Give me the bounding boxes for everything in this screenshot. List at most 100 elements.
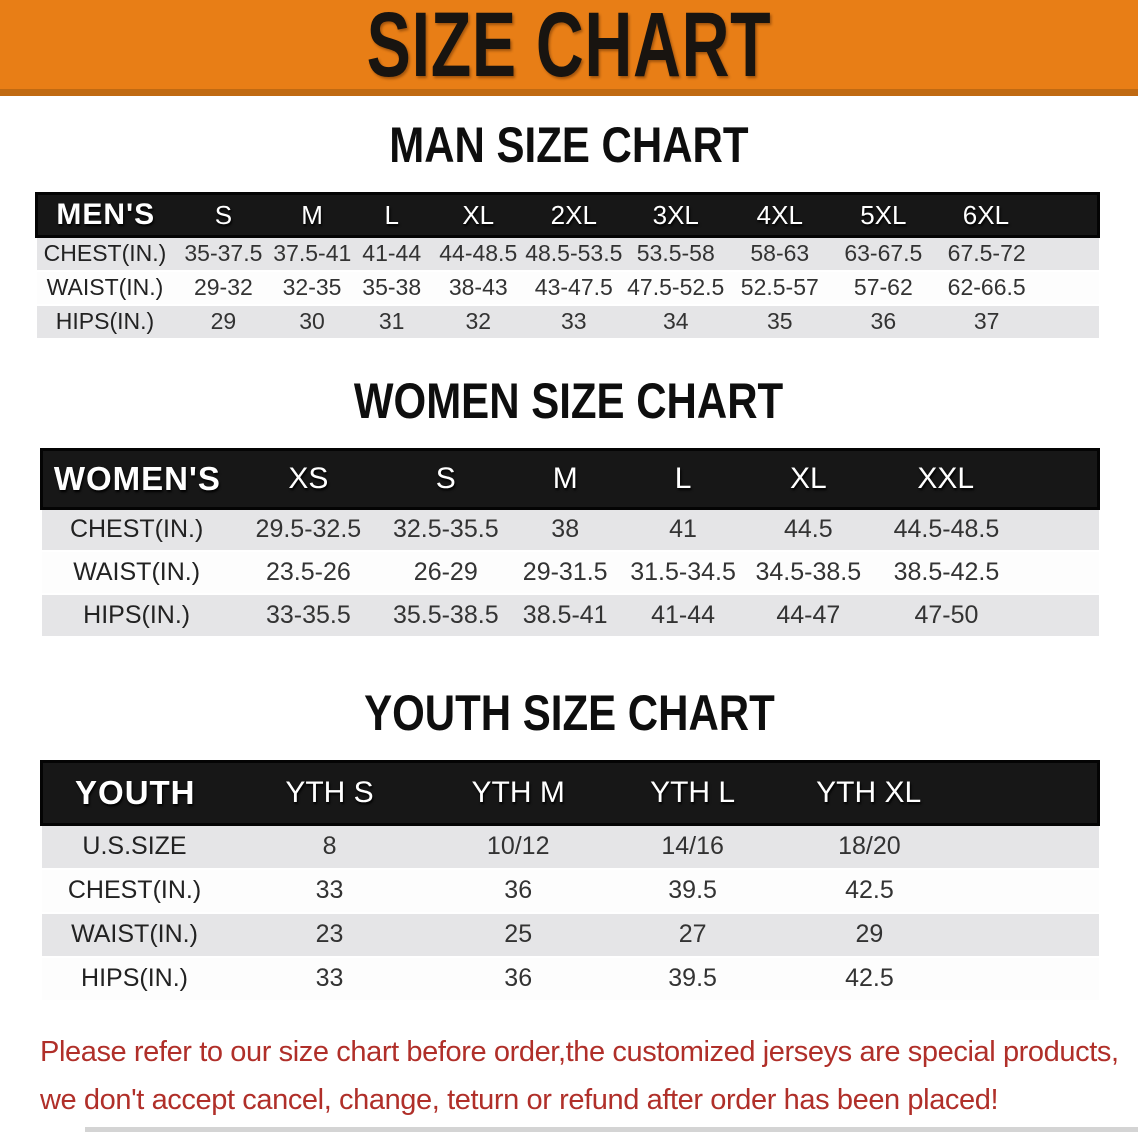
measurement-value: 8 (227, 824, 432, 870)
men-section-title: MAN SIZE CHART (0, 120, 1138, 170)
size-column-header: 3XL (623, 192, 728, 238)
measurement-value: 35 (727, 304, 832, 340)
measurement-value: 29-31.5 (506, 551, 624, 595)
measurement-value: 29 (173, 304, 274, 340)
measurement-value: 33 (227, 956, 432, 1002)
measurement-value: 38 (506, 508, 624, 552)
size-column-header: M (273, 192, 351, 238)
size-column-header: YTH S (227, 760, 432, 826)
measurement-value: 67.5-72 (934, 236, 1099, 272)
table-group-label: MEN'S (35, 192, 174, 238)
measurement-value: 29.5-32.5 (231, 508, 385, 552)
measurement-value: 36 (431, 868, 605, 914)
table-row: HIPS(IN.) 29 30 31 32 33 34 35 36 37 (36, 304, 1099, 340)
men-section-title-text: MAN SIZE CHART (389, 117, 749, 173)
size-column-header: XS (231, 447, 385, 510)
table-row: CHEST(IN.) 33 36 39.5 42.5 (41, 868, 1099, 914)
measurement-value: 35-38 (350, 270, 433, 306)
measurement-value: 41-44 (350, 236, 433, 272)
measurement-value: 39.5 (604, 868, 781, 914)
table-header-row: MEN'S S M L XL 2XL 3XL 4XL 5XL 6XL (35, 192, 1100, 238)
measurement-value: 57-62 (831, 270, 935, 306)
measurement-value: 43-47.5 (523, 270, 624, 306)
measurement-value: 31 (350, 304, 433, 340)
size-column-header: L (623, 447, 743, 510)
size-column-header: S (173, 192, 274, 238)
measurement-value: 42.5 (780, 868, 1099, 914)
measurement-value: 47.5-52.5 (623, 270, 728, 306)
size-column-header: 5XL (831, 192, 935, 238)
size-column-header: S (385, 447, 507, 510)
table-row: CHEST(IN.) 29.5-32.5 32.5-35.5 38 41 44.5 44.5… (41, 508, 1099, 552)
measurement-value: 38.5-41 (506, 594, 624, 638)
youth-section-title-text: YOUTH SIZE CHART (363, 685, 775, 741)
measurement-value: 10/12 (431, 824, 605, 870)
size-column-header: XL (432, 192, 524, 238)
measurement-label: HIPS(IN.) (41, 956, 228, 1002)
disclaimer-line-2: we don't accept cancel, change, teturn o… (40, 1083, 999, 1116)
measurement-value: 34 (623, 304, 728, 340)
measurement-label: CHEST(IN.) (41, 508, 232, 552)
table-row: HIPS(IN.) 33-35.5 35.5-38.5 38.5-41 41-44 44-… (41, 594, 1099, 638)
measurement-value: 31.5-34.5 (623, 551, 743, 595)
measurement-value: 47-50 (874, 594, 1099, 638)
measurement-value: 23.5-26 (231, 551, 385, 595)
youth-size-table: YOUTH YTH S YTH M YTH L YTH XL U.S.SIZE 8 10/12… (39, 760, 1101, 1002)
measurement-value: 41-44 (623, 594, 743, 638)
table-row: WAIST(IN.) 29-32 32-35 35-38 38-43 43-47.5 47.… (36, 270, 1099, 306)
measurement-value: 37 (934, 304, 1099, 340)
measurement-value: 58-63 (727, 236, 832, 272)
measurement-value: 44.5 (742, 508, 875, 552)
women-section-title: WOMEN SIZE CHART (0, 376, 1138, 426)
measurement-label: CHEST(IN.) (36, 236, 174, 272)
measurement-label: HIPS(IN.) (36, 304, 174, 340)
table-group-label: YOUTH (39, 760, 228, 826)
disclaimer: Please refer to our size chart before or… (0, 1028, 1138, 1124)
table-header-row: WOMEN'S XS S M L XL XXL (39, 447, 1101, 510)
measurement-value: 33 (227, 868, 432, 914)
measurement-value: 48.5-53.5 (523, 236, 624, 272)
size-column-header: YTH XL (780, 760, 1101, 826)
measurement-value: 14/16 (604, 824, 781, 870)
men-size-table: MEN'S S M L XL 2XL 3XL 4XL 5XL 6XL CHEST(IN.) 35-37… (35, 192, 1100, 340)
women-size-table: WOMEN'S XS S M L XL XXL CHEST(IN.) 29.5-32.5 32.5… (39, 447, 1101, 638)
women-section-title-text: WOMEN SIZE CHART (354, 372, 784, 429)
measurement-value: 62-66.5 (934, 270, 1099, 306)
size-column-header: XXL (874, 447, 1101, 510)
measurement-value: 36 (831, 304, 935, 340)
measurement-value: 35-37.5 (173, 236, 274, 272)
measurement-value: 29-32 (173, 270, 274, 306)
size-column-header: 2XL (523, 192, 624, 238)
measurement-value: 39.5 (604, 956, 781, 1002)
measurement-value: 32.5-35.5 (385, 508, 507, 552)
measurement-value: 38-43 (432, 270, 524, 306)
measurement-value: 33 (523, 304, 624, 340)
size-column-header: L (350, 192, 433, 238)
page-title: SIZE CHART (366, 0, 772, 96)
measurement-value: 37.5-41 (273, 236, 351, 272)
measurement-value: 32 (432, 304, 524, 340)
table-row: HIPS(IN.) 33 36 39.5 42.5 (41, 956, 1099, 1002)
measurement-value: 26-29 (385, 551, 507, 595)
bottom-edge-strip (85, 1127, 1138, 1132)
measurement-value: 53.5-58 (623, 236, 728, 272)
measurement-value: 27 (604, 912, 781, 958)
table-group-label: WOMEN'S (39, 447, 232, 510)
measurement-value: 18/20 (780, 824, 1099, 870)
measurement-value: 36 (431, 956, 605, 1002)
measurement-value: 35.5-38.5 (385, 594, 507, 638)
size-column-header: YTH M (431, 760, 605, 826)
size-chart-banner: SIZE CHART (0, 0, 1138, 96)
measurement-value: 44-47 (742, 594, 875, 638)
measurement-value: 44.5-48.5 (874, 508, 1099, 552)
measurement-value: 23 (227, 912, 432, 958)
measurement-label: WAIST(IN.) (36, 270, 174, 306)
measurement-value: 29 (780, 912, 1099, 958)
table-header-row: YOUTH YTH S YTH M YTH L YTH XL (39, 760, 1101, 826)
table-row: WAIST(IN.) 23 25 27 29 (41, 912, 1099, 958)
measurement-value: 34.5-38.5 (742, 551, 875, 595)
measurement-label: WAIST(IN.) (41, 912, 228, 958)
size-column-header: M (506, 447, 624, 510)
measurement-value: 52.5-57 (727, 270, 832, 306)
measurement-value: 41 (623, 508, 743, 552)
